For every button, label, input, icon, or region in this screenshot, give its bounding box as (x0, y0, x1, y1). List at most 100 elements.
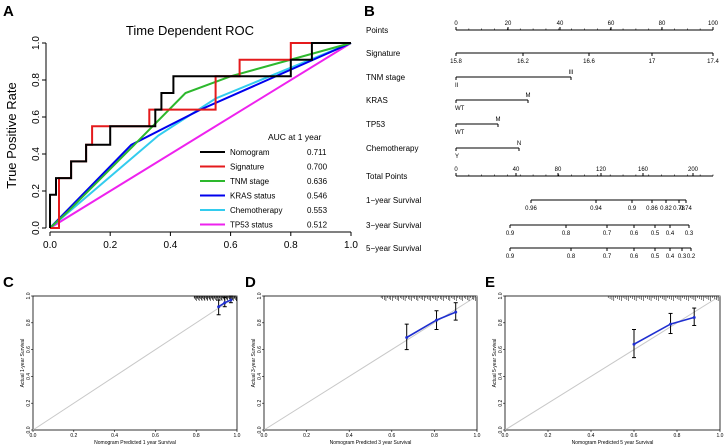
nomogram-row-label: Chemotherapy (366, 144, 418, 153)
x-tick-label: 0.4 (111, 433, 118, 439)
nomogram-tick-label: 0.5 (651, 231, 660, 237)
nomogram-tick-label: 0.8 (567, 254, 576, 260)
y-axis-label: Actual 1-year Survival (20, 339, 26, 388)
legend-label: Signature (230, 163, 265, 172)
nomogram-panel: Points 0 20 40 60 80 100 Signature 15.8 16.2 16.6 1… (366, 21, 719, 260)
x-tick-label: 0.0 (30, 433, 37, 439)
x-tick-label: 0.8 (431, 433, 438, 439)
y-tick-label: 0.6 (498, 346, 504, 353)
x-tick-label: 0.6 (631, 433, 638, 439)
nomogram-tick-label: 15.8 (450, 59, 462, 65)
nomogram-tick-label: 80 (659, 21, 666, 27)
legend-auc-value: 0.553 (307, 206, 328, 215)
nomogram-tick-label: WT (455, 106, 465, 112)
y-tick-label: 0.2 (31, 184, 42, 198)
nomogram-tick-label: 16.6 (583, 59, 595, 65)
nomogram-tick-label: 17 (649, 59, 656, 65)
panel-label-b: B (364, 3, 375, 20)
x-tick-label: 1.0 (344, 240, 358, 251)
calibration-point (223, 301, 227, 305)
nomogram-tick-label: 80 (555, 167, 562, 173)
x-tick-label: 0.0 (43, 240, 57, 251)
nomogram-tick-label: 40 (513, 167, 520, 173)
calibration-point (405, 336, 409, 340)
nomogram-row-label: Signature (366, 49, 401, 58)
nomogram-tick-label: 0.96 (525, 206, 537, 212)
plot-frame (32, 295, 238, 431)
legend-label: KRAS status (230, 192, 275, 201)
calibration-point (632, 342, 636, 346)
nomogram-tick-label: M (496, 117, 501, 123)
nomogram-tick-label: 120 (596, 167, 607, 173)
nomogram-tick-label: 0.82 (660, 206, 672, 212)
nomogram-row-label: Points (366, 26, 388, 35)
x-tick-label: 1.0 (474, 433, 481, 439)
x-axis-label: Nomogram Predicted 1 year Survival (94, 440, 176, 446)
legend-auc-value: 0.700 (307, 163, 328, 172)
y-tick-label: 0.4 (31, 147, 42, 161)
x-tick-label: 0.8 (674, 433, 681, 439)
y-tick-label: 1.0 (257, 292, 263, 299)
roc-curve-nomogram (49, 42, 351, 228)
calibration-point (229, 298, 233, 302)
nomogram-tick-label: WT (455, 130, 465, 136)
nomogram-tick-label: 20 (505, 21, 512, 27)
calibration-point (435, 318, 439, 322)
reference-diagonal (504, 295, 721, 431)
x-tick-label: 0.6 (388, 433, 395, 439)
nomogram-tick-label: 0.9 (506, 231, 515, 237)
legend-auc-value: 0.546 (307, 192, 328, 201)
y-tick-label: 0.2 (498, 400, 504, 407)
x-tick-label: 0.6 (152, 433, 159, 439)
nomogram-tick-label: 0.86 (646, 206, 658, 212)
calibration-panel-3yr: 0.00.0 0.2 0.2 0.4 0.4 0.6 0.6 0.8 0.8 1.0 1.0 Nomo… (251, 292, 481, 446)
x-tick-label: 1.0 (234, 433, 241, 439)
nomogram-tick-label: 0.4 (666, 231, 675, 237)
legend-auc-value: 0.512 (307, 221, 328, 230)
calibration-point (669, 322, 673, 326)
y-tick-label: 0.4 (498, 373, 504, 380)
x-tick-label: 1.0 (717, 433, 724, 439)
x-axis-label: Nomogram Predicted 5 year Survival (572, 440, 654, 446)
nomogram-tick-label: 0.2 (687, 254, 696, 260)
nomogram-tick-label: 0.78 (673, 206, 685, 212)
nomogram-tick-label: 0.6 (630, 254, 639, 260)
x-tick-label: 0.2 (545, 433, 552, 439)
nomogram-tick-label: N (517, 141, 521, 147)
nomogram-tick-label: 0 (454, 21, 458, 27)
x-tick-label: 0.2 (70, 433, 77, 439)
legend-label: TP53 status (230, 221, 273, 230)
nomogram-row-label: KRAS (366, 96, 388, 105)
y-axis-label: Actual 5-year Survival (492, 339, 498, 388)
y-tick-label: 0.0 (498, 426, 504, 433)
nomogram-row-label: TP53 (366, 120, 386, 129)
y-tick-label: 0.4 (26, 373, 32, 380)
nomogram-tick-label: 16.2 (517, 59, 529, 65)
reference-diagonal (32, 295, 238, 431)
nomogram-tick-label: 17.4 (707, 59, 719, 65)
x-tick-label: 0.4 (346, 433, 353, 439)
y-axis-label: True Positive Rate (4, 82, 19, 188)
legend-auc-value: 0.636 (307, 177, 328, 186)
legend-auc-value: 0.711 (307, 148, 327, 157)
panel-label-a: A (3, 3, 14, 20)
panel-label-e: E (485, 274, 495, 291)
nomogram-tick-label: 0.3 (678, 254, 687, 260)
nomogram-tick-label: 0 (454, 167, 458, 173)
y-tick-label: 0.0 (257, 426, 263, 433)
legend-label: Nomogram (230, 148, 270, 157)
nomogram-tick-label: 100 (708, 21, 719, 27)
nomogram-tick-label: 0.4 (666, 254, 675, 260)
y-tick-label: 0.8 (257, 319, 263, 326)
roc-curve-tp53-status (49, 42, 352, 229)
nomogram-tick-label: 160 (638, 167, 649, 173)
calibration-panel-5yr: 0.00.0 0.2 0.2 0.4 0.4 0.6 0.6 0.8 0.8 1.0 1.0 Nomo… (492, 292, 724, 446)
y-tick-label: 0.0 (31, 221, 42, 235)
panel-label-c: C (3, 274, 14, 291)
x-tick-label: 0.8 (284, 240, 298, 251)
calibration-point (692, 315, 696, 319)
nomogram-tick-label: 0.5 (651, 254, 660, 260)
nomogram-row-label: Total Points (366, 172, 407, 181)
y-tick-label: 0.8 (26, 319, 32, 326)
